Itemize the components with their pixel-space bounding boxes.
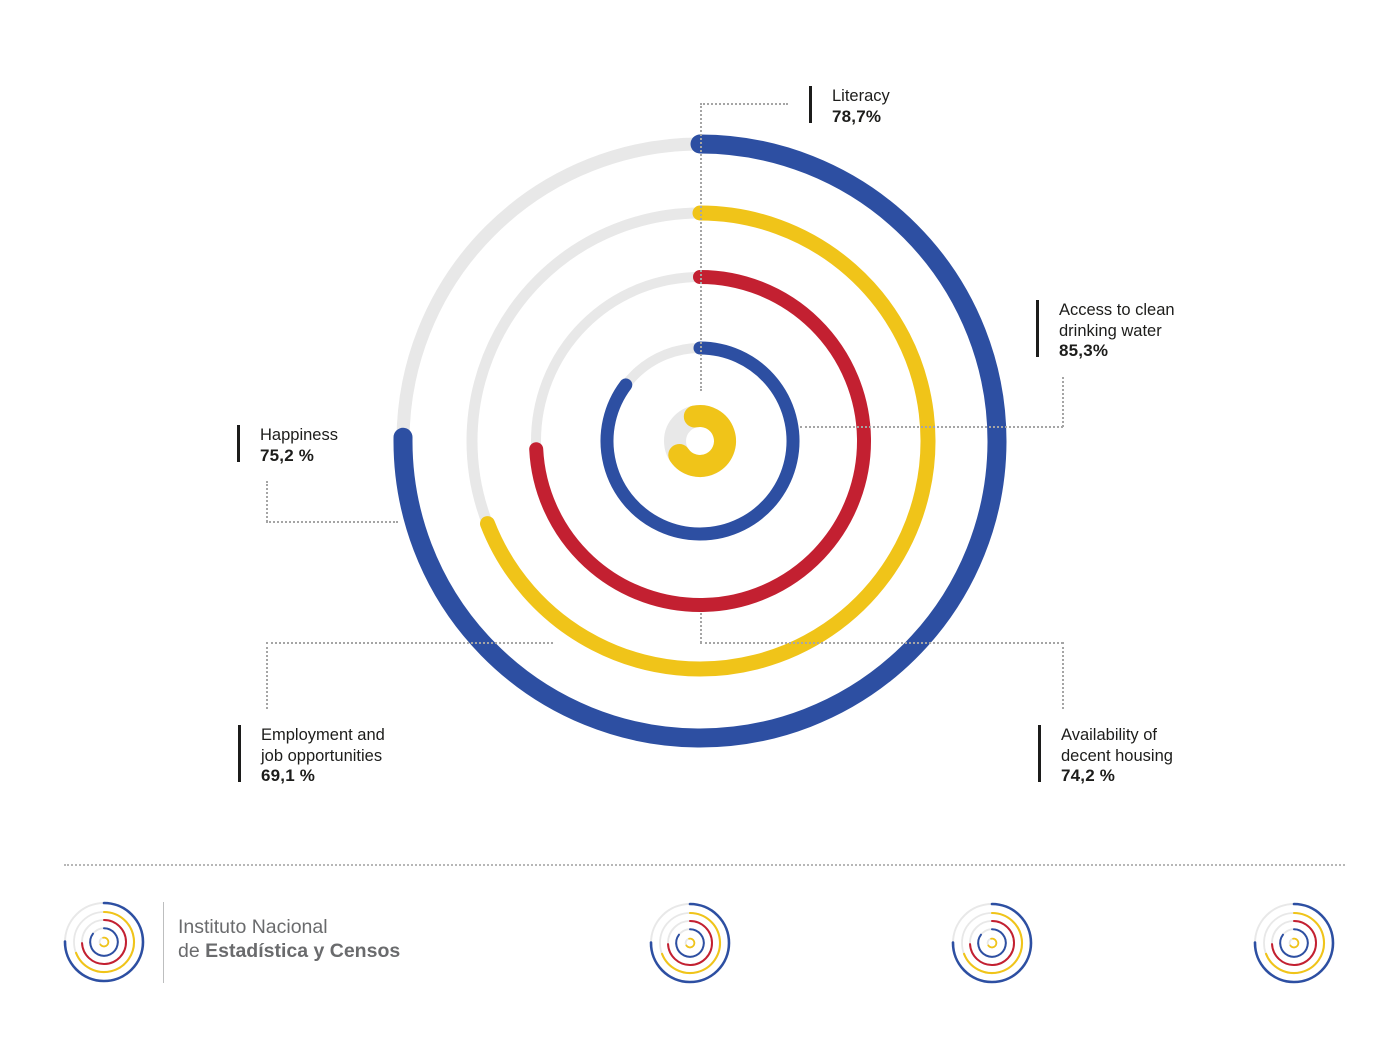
inec-logo-mark-3-arc-employment	[962, 911, 1023, 975]
inec-logo-mark-1	[63, 901, 145, 983]
inec-logo-mark-1-arc-availability	[81, 919, 127, 965]
callout-access: Access to clean drinking water 85,3%	[1036, 300, 1175, 362]
connector-employment-horizontal	[266, 642, 553, 644]
callout-tick-bar	[238, 725, 241, 782]
inec-logo-mark-3-arc-literacy	[987, 937, 998, 949]
org-name: Instituto Nacional de Estadística y Cens…	[178, 915, 400, 963]
chart-rings-arc-happiness	[393, 134, 1007, 748]
inec-logo-mark-2-arc-happiness	[649, 902, 731, 984]
callout-happiness: Happiness 75,2 %	[237, 425, 338, 466]
callout-tick-bar	[809, 86, 812, 123]
inec-logo-mark-2-arc-availability	[667, 920, 713, 966]
chart-rings-arc-availability	[529, 270, 871, 612]
chart-rings-arc-employment	[479, 205, 936, 677]
footer-divider	[64, 864, 1345, 866]
callout-label: Happiness	[260, 426, 338, 444]
callout-label: Employment and job opportunities	[261, 726, 385, 765]
inec-logo-mark-1-arc-literacy	[99, 936, 110, 948]
inec-logo-mark-4-arc-literacy	[1289, 937, 1300, 949]
connector-literacy-horizontal	[700, 103, 788, 105]
callout-value: 74,2 %	[1061, 766, 1116, 785]
callout-value: 69,1 %	[261, 766, 316, 785]
callout-literacy: Literacy 78,7%	[809, 86, 890, 127]
connector-access-vertical	[1062, 377, 1064, 427]
callout-value: 78,7%	[832, 106, 882, 126]
callout-label: Literacy	[832, 87, 890, 105]
inec-logo-mark-2-arc-employment	[660, 911, 721, 975]
connector-happiness-horizontal	[266, 521, 398, 523]
connector-availability-horizontal	[700, 642, 1063, 644]
inec-logo-mark-4-arc-availability	[1271, 920, 1317, 966]
inec-logo-mark-1-arc-happiness	[63, 901, 145, 983]
connector-availability-vertical-2	[1062, 642, 1064, 709]
connector-employment-vertical	[266, 642, 268, 709]
callout-value: 75,2 %	[260, 445, 315, 465]
connector-literacy-vertical	[700, 103, 702, 391]
inec-logo-mark-4-arc-happiness	[1253, 902, 1335, 984]
inec-logo-mark-1-arc-employment	[74, 910, 135, 974]
callout-value: 85,3%	[1059, 341, 1109, 360]
footer-logo-divider	[163, 902, 164, 983]
inec-logo-mark-4-arc-employment	[1264, 911, 1325, 975]
callout-label: Access to clean drinking water	[1059, 301, 1175, 340]
chart-rings-arc-access	[600, 341, 800, 541]
inec-logo-mark-2	[649, 902, 731, 984]
callout-availability: Availability of decent housing 74,2 %	[1038, 725, 1173, 787]
org-name-line1: Instituto Nacional	[178, 916, 328, 938]
inec-logo-mark-3-arc-happiness	[951, 902, 1033, 984]
callout-label: Availability of decent housing	[1061, 726, 1173, 765]
org-name-line2: de Estadística y Censos	[178, 940, 401, 962]
callout-tick-bar	[237, 425, 240, 462]
callout-tick-bar	[1038, 725, 1041, 782]
inec-logo-mark-4-arc-access	[1279, 928, 1309, 958]
callout-employment: Employment and job opportunities 69,1 %	[238, 725, 385, 787]
inec-logo-mark-3	[951, 902, 1033, 984]
connector-availability-vertical-1	[700, 613, 702, 643]
connector-happiness-vertical	[266, 481, 268, 522]
inec-logo-mark-1-arc-access	[89, 927, 119, 957]
inec-logo-mark-2-arc-access	[675, 928, 705, 958]
connector-access-horizontal	[800, 426, 1063, 428]
inec-logo-mark-3-arc-access	[977, 928, 1007, 958]
callout-tick-bar	[1036, 300, 1039, 357]
inec-logo-mark-2-arc-literacy	[685, 937, 696, 949]
chart-rings-arc-literacy	[668, 405, 736, 477]
inec-logo-mark-4	[1253, 902, 1335, 984]
inec-logo-mark-3-arc-availability	[969, 920, 1015, 966]
